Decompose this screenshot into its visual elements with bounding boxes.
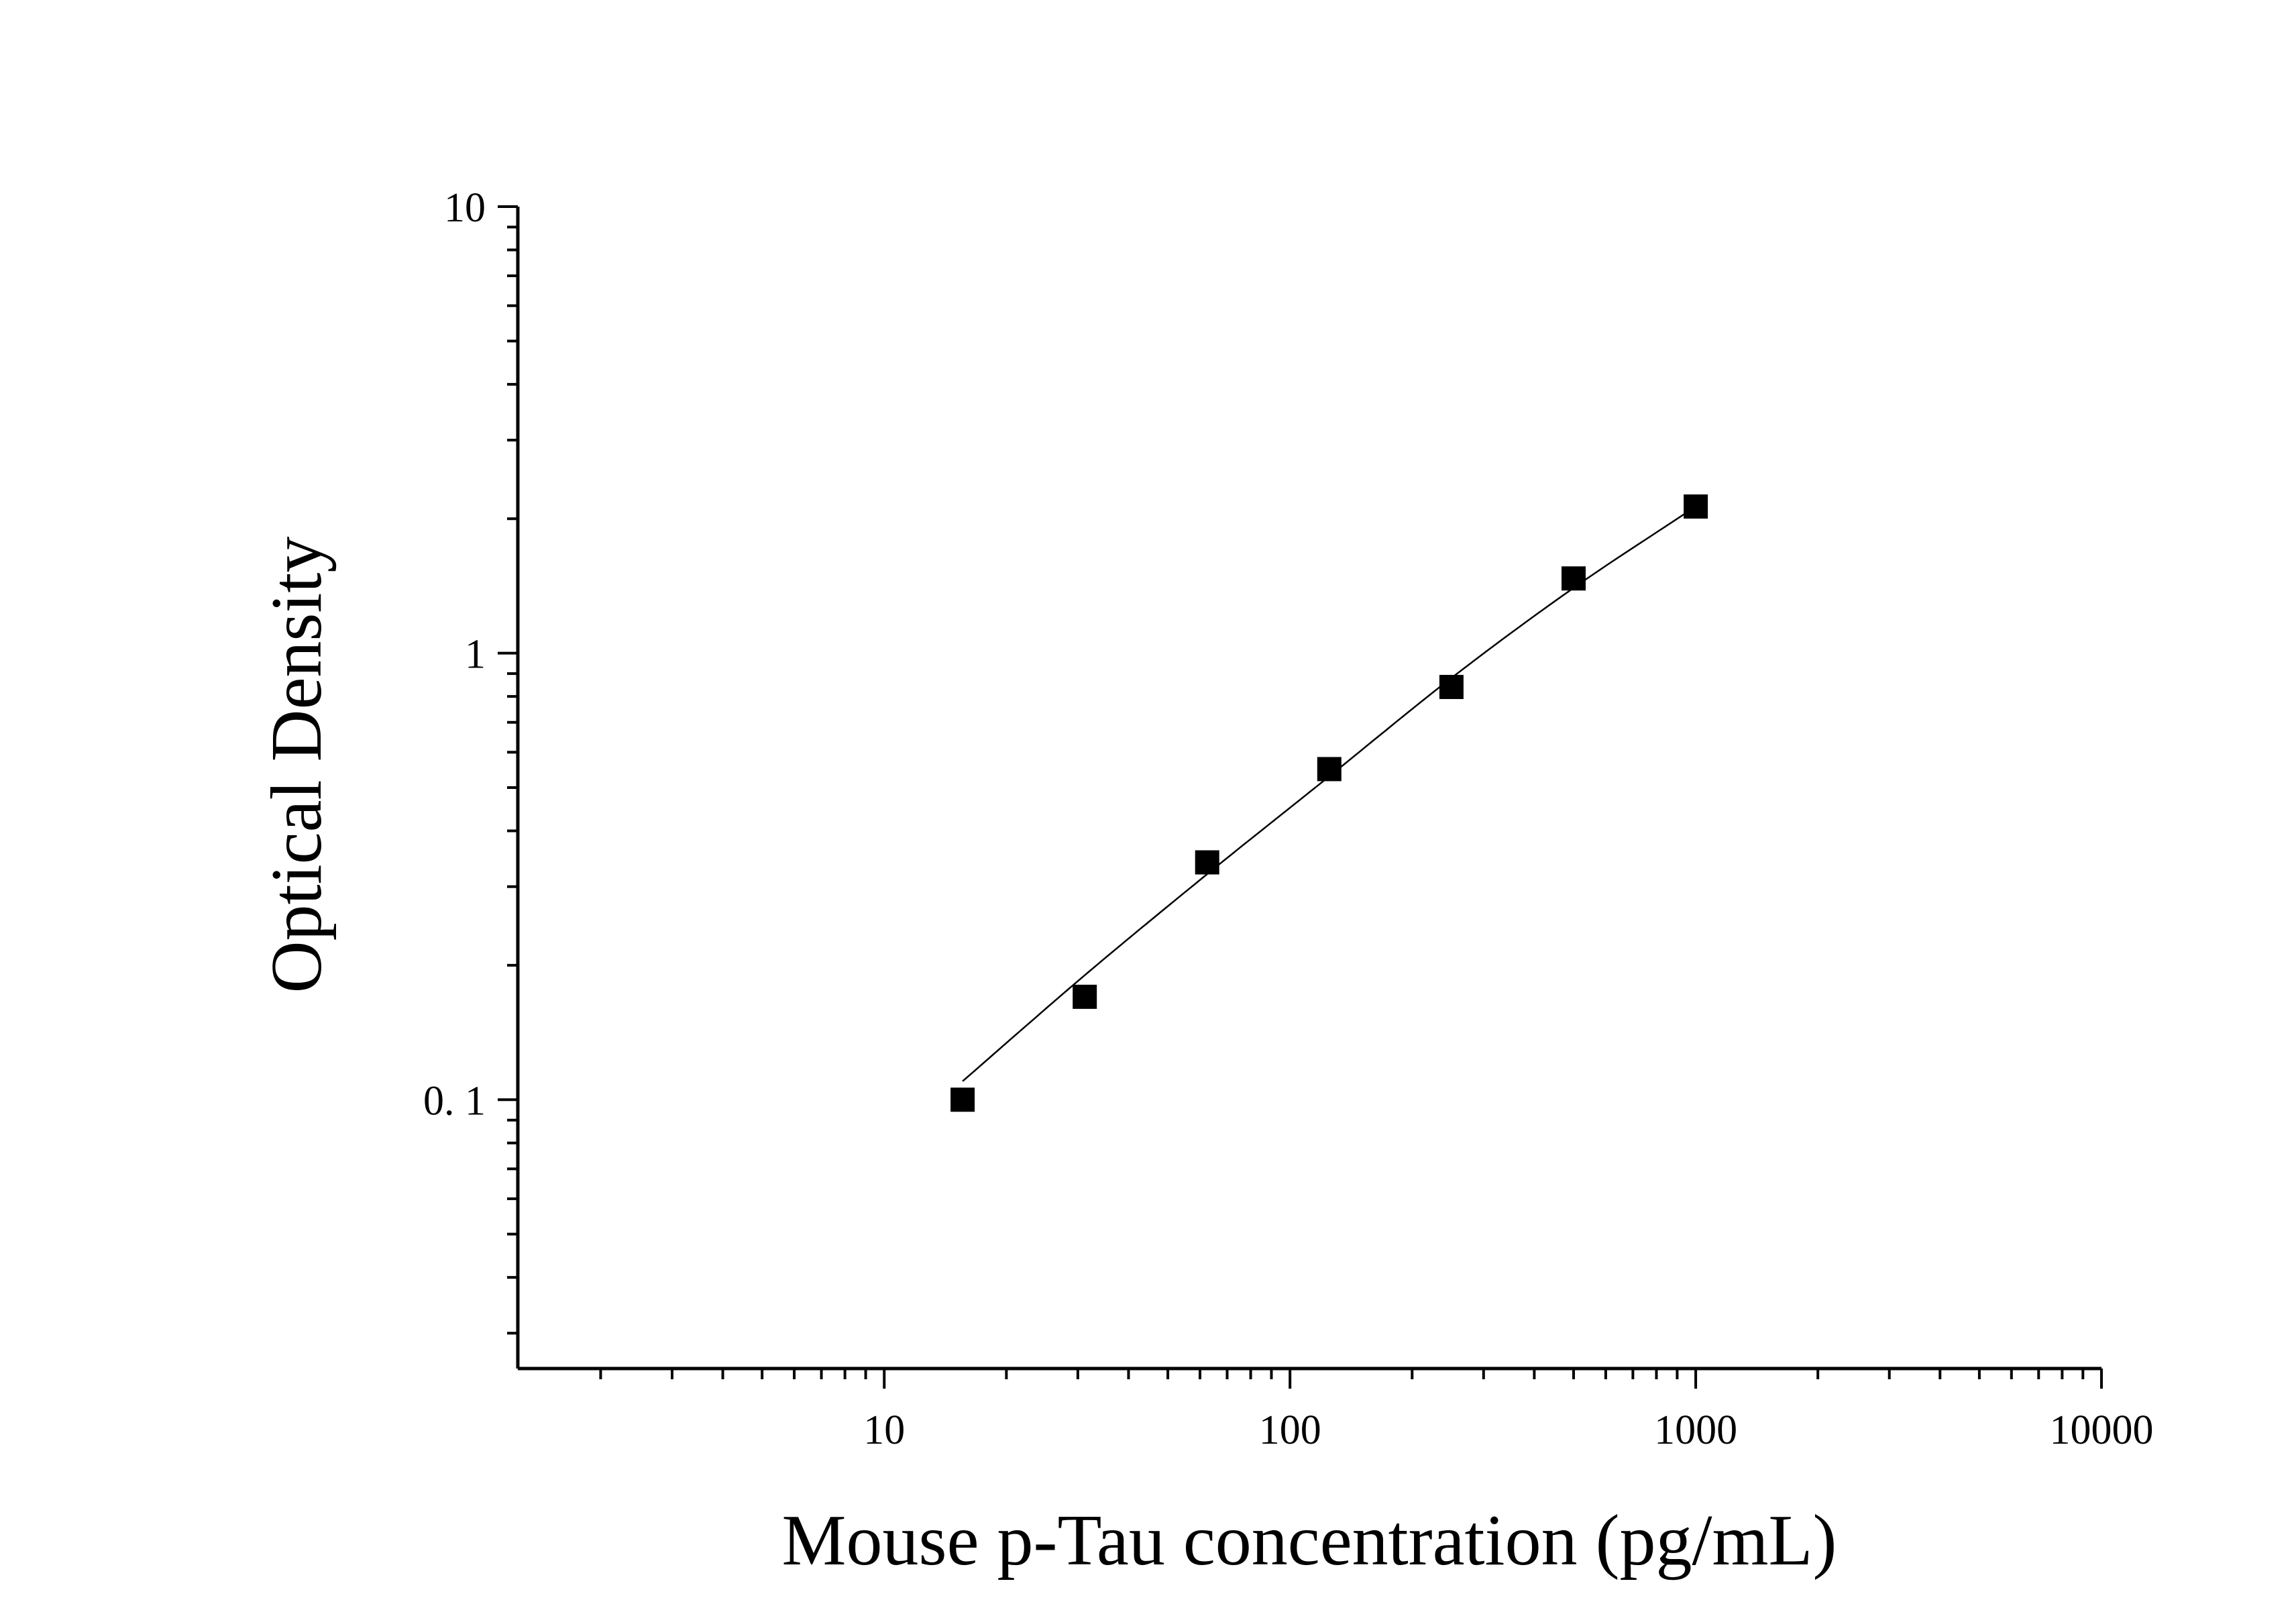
y-tick-label: 1 — [465, 632, 486, 678]
data-point — [1684, 494, 1708, 519]
major-ticks — [498, 205, 2103, 1389]
y-axis-title: Optical Density — [257, 537, 337, 994]
x-tick-label: 10 — [863, 1407, 905, 1453]
minor-ticks — [507, 225, 2085, 1379]
data-points — [950, 494, 1708, 1112]
fit-curve — [962, 505, 1696, 1082]
y-tick-label: 10 — [444, 185, 486, 231]
y-tick-label: 0. 1 — [423, 1078, 486, 1124]
tick-labels: 10 100 1000 10000 0. 1 1 10 — [423, 185, 2154, 1453]
x-tick-label: 100 — [1259, 1407, 1321, 1453]
data-point — [1439, 675, 1464, 700]
data-point — [1195, 850, 1219, 875]
data-point — [1073, 984, 1097, 1009]
data-point — [1317, 757, 1342, 782]
x-tick-label: 10000 — [2050, 1407, 2154, 1453]
x-axis-title: Mouse p-Tau concentration (pg/mL) — [782, 1501, 1837, 1581]
data-point — [1562, 566, 1586, 591]
data-point — [950, 1087, 975, 1112]
x-tick-label: 1000 — [1654, 1407, 1737, 1453]
